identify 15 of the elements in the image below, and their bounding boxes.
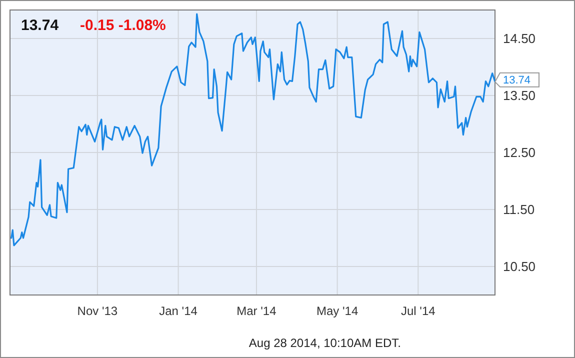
x-tick-label: Mar '14 — [236, 304, 277, 318]
x-tick-label: Nov '13 — [77, 304, 118, 318]
x-tick-label: May '14 — [316, 304, 358, 318]
text: Aug 28 2014, 10:10AM EDT. — [248, 336, 401, 350]
y-tick-label: 14.50 — [503, 31, 536, 46]
y-tick-label: 10.50 — [503, 259, 536, 274]
y-tick-label: 12.50 — [503, 145, 536, 160]
text: 13.74 — [21, 17, 60, 34]
text: -0.15 -1.08% — [80, 17, 166, 34]
line-series — [10, 13, 496, 246]
x-tick-label: Jan '14 — [159, 304, 198, 318]
y-tick-label: 11.50 — [503, 202, 535, 218]
x-tick-label: Jul '14 — [400, 304, 436, 318]
annotation: 13.74 — [503, 74, 531, 87]
y-tick-label: 13.50 — [503, 88, 536, 104]
